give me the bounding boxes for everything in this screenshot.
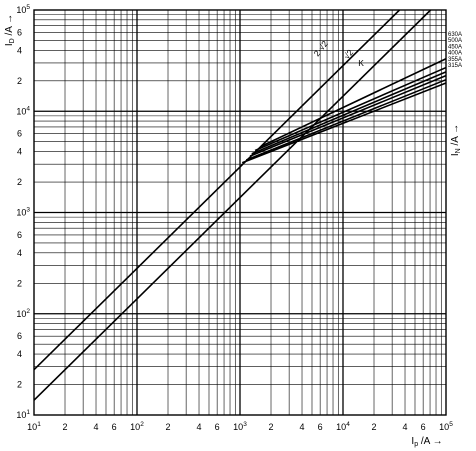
y-tick-label: 103 (16, 207, 30, 218)
series-line (251, 71, 447, 155)
right-axis-label: IN /A → (450, 124, 462, 156)
y-tick-label: 6 (17, 27, 22, 37)
x-tick-label: 103 (233, 421, 247, 432)
y-tick-label: 6 (17, 129, 22, 139)
x-tick-label: 6 (421, 422, 426, 432)
x-tick-label: 105 (439, 421, 453, 432)
series-line (254, 66, 447, 152)
rating-label: 355A (448, 57, 462, 63)
y-tick-label: 4 (17, 349, 22, 359)
x-tick-label: 4 (300, 422, 305, 432)
plot-frame (33, 9, 447, 416)
y-tick-label: 101 (16, 409, 30, 420)
chart-grid (34, 10, 446, 415)
series-line (245, 78, 447, 161)
knee-marker-label: K (358, 58, 364, 68)
svg-text:ID /A →: ID /A → (4, 14, 16, 46)
x-tick-label: 2 (62, 422, 67, 432)
series-line (33, 9, 401, 371)
chart-curves (33, 9, 447, 401)
x-tick-label: 2 (165, 422, 170, 432)
series-line (260, 58, 447, 148)
y-tick-label: 2 (17, 380, 22, 390)
y-tick-label: 6 (17, 331, 22, 341)
rating-label: 450A (448, 44, 462, 50)
svg-text:IN /A →: IN /A → (450, 124, 462, 156)
y-tick-label: 2 (17, 177, 22, 187)
x-tick-label: 4 (197, 422, 202, 432)
y-tick-label: 4 (17, 147, 22, 157)
rating-label: 315A (448, 63, 462, 69)
y-tick-label: 2 (17, 76, 22, 86)
y-tick-label: 2 (17, 278, 22, 288)
y-tick-label: 105 (16, 4, 30, 15)
y-tick-label: 6 (17, 230, 22, 240)
x-tick-label: 2 (268, 422, 273, 432)
y-tick-label: 4 (17, 248, 22, 258)
series-line (33, 9, 432, 401)
x-tick-label: 6 (318, 422, 323, 432)
svg-text:Ip /A →: Ip /A → (411, 436, 442, 448)
rating-label: 400A (448, 51, 462, 57)
x-tick-label: 101 (27, 421, 41, 432)
x-tick-label: 104 (336, 421, 350, 432)
y-axis-label: ID /A → (4, 14, 16, 46)
x-tick-label: 6 (215, 422, 220, 432)
series-line (249, 74, 447, 157)
x-tick-label: 102 (130, 421, 144, 432)
series-line (241, 82, 447, 164)
chart-ticks: 101 102 103 104 105 2 4 6 2 4 6 2 4 6 2 4 6 101 102 103 104 1… (16, 4, 453, 432)
y-tick-label: 104 (16, 105, 30, 116)
x-tick-label: 6 (112, 422, 117, 432)
x-axis-label: Ip /A → (411, 436, 442, 448)
rating-label: 500A (448, 38, 462, 44)
y-tick-label: 4 (17, 45, 22, 55)
y-tick-label: 102 (16, 308, 30, 319)
x-tick-label: 4 (94, 422, 99, 432)
x-tick-label: 4 (403, 422, 408, 432)
rating-label: 630A (448, 32, 462, 38)
x-tick-label: 2 (371, 422, 376, 432)
